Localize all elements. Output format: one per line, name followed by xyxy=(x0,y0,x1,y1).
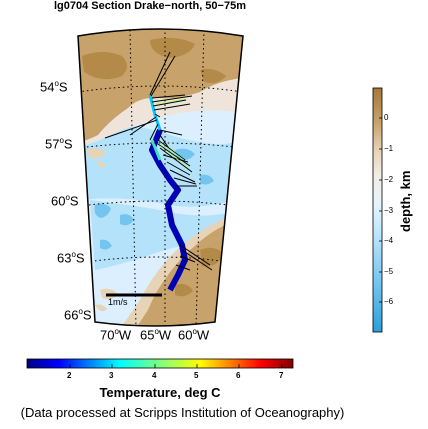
temperature-colorbar-ticks xyxy=(69,364,283,368)
temperature-tick-label: 6 xyxy=(236,371,241,380)
depth-tick-label: −2 xyxy=(384,175,394,184)
depth-tick-label: −4 xyxy=(384,236,394,245)
longitude-label: 70oW xyxy=(100,327,132,343)
velocity-vectors xyxy=(104,51,213,271)
temperature-track xyxy=(149,128,188,292)
temperature-colorbar xyxy=(26,358,294,369)
map-area xyxy=(78,29,243,326)
depth-tick-label: 0 xyxy=(384,113,389,122)
highland-patch xyxy=(175,247,224,297)
temperature-track xyxy=(150,139,162,161)
island-shelf xyxy=(86,148,106,168)
map-frame xyxy=(77,28,244,327)
trench-patch xyxy=(94,148,214,250)
temperature-tick-label: 3 xyxy=(109,371,114,380)
latitude-label: 57oS xyxy=(45,136,73,152)
depth-tick-label: −5 xyxy=(384,267,394,276)
latitude-label: 66oS xyxy=(64,307,92,323)
depth-colorbar-label: depth, km xyxy=(398,170,413,232)
velocity-scale-label: 1m/s xyxy=(108,297,128,307)
temperature-tick-label: 7 xyxy=(279,371,284,380)
depth-tick-label: −6 xyxy=(384,297,394,306)
longitude-label: 60oW xyxy=(178,327,210,343)
temperature-tick-label: 4 xyxy=(152,371,157,380)
temperature-tick-label: 2 xyxy=(67,371,72,380)
depth-tick-label: −3 xyxy=(384,206,394,215)
latitude-label: 60oS xyxy=(51,193,79,209)
credit-text: (Data processed at Scripps Institution o… xyxy=(20,405,345,420)
map-title: lg0704 Section Drake−north, 50−75m xyxy=(54,0,246,12)
temperature-tick-label: 5 xyxy=(194,371,199,380)
highland-patch xyxy=(82,37,226,84)
graticule xyxy=(78,29,243,326)
temperature-colorbar-label: Temperature, deg C xyxy=(99,385,221,400)
latitude-label: 54oS xyxy=(40,79,68,95)
latitude-label: 63oS xyxy=(57,250,85,266)
depth-colorbar xyxy=(372,87,383,333)
depth-tick-label: −1 xyxy=(384,144,394,153)
depth-colorbar-ticks xyxy=(379,117,382,303)
temperature-track xyxy=(148,94,162,131)
longitude-label: 65oW xyxy=(140,327,172,343)
